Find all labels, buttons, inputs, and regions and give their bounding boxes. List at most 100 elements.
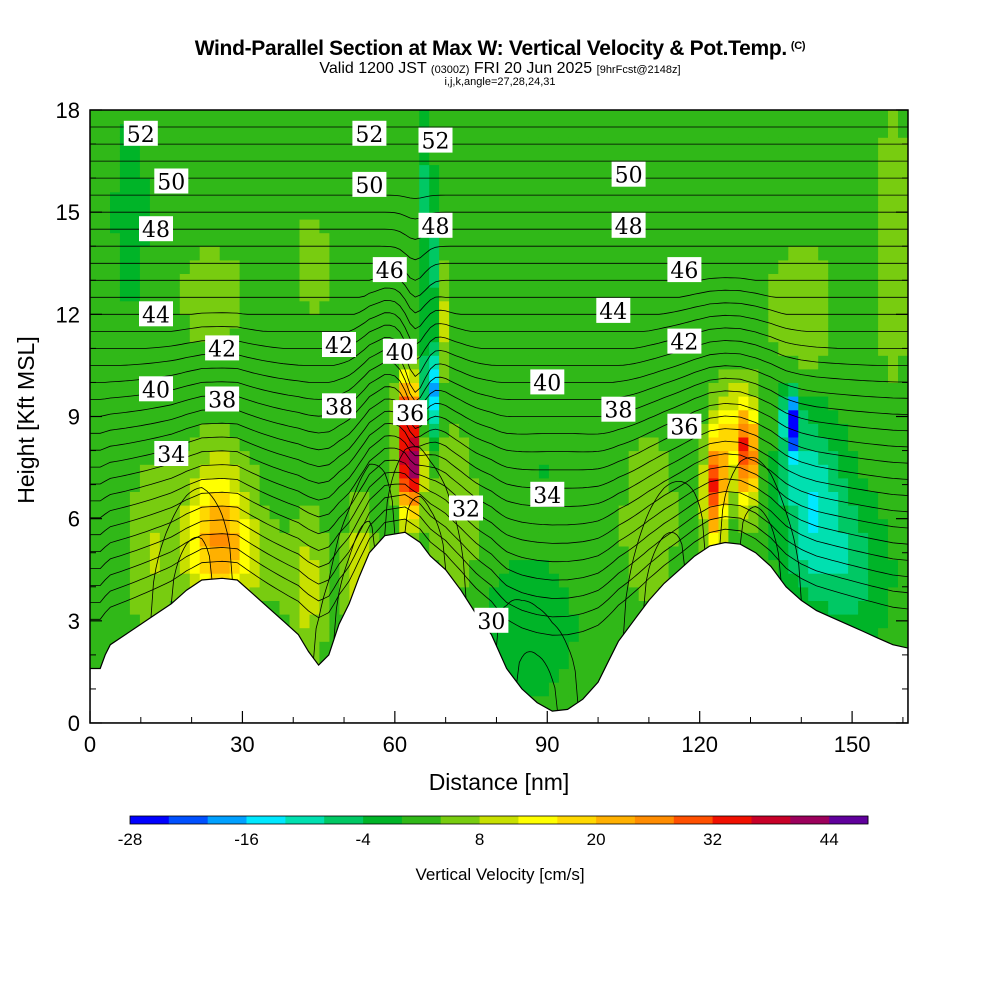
w-cell: [788, 314, 799, 329]
w-cell: [169, 409, 181, 424]
w-cell: [249, 491, 261, 506]
w-cell: [219, 423, 231, 438]
w-cell: [578, 573, 590, 588]
w-cell: [349, 232, 360, 247]
w-cell: [838, 259, 849, 274]
w-cell: [90, 654, 101, 670]
w-cell: [149, 532, 161, 547]
w-cell: [110, 259, 121, 274]
w-cell: [110, 382, 121, 397]
w-cell: [429, 396, 440, 411]
w-cell: [598, 641, 610, 656]
w-cell: [439, 164, 450, 179]
w-cell: [389, 164, 400, 179]
w-cell: [598, 328, 610, 343]
w-cell: [189, 450, 201, 465]
w-cell: [548, 668, 560, 683]
w-cell: [808, 600, 819, 615]
w-cell: [778, 246, 789, 261]
contour-label-40: 40: [382, 338, 417, 366]
w-cell: [209, 191, 221, 206]
w-cell: [199, 191, 211, 206]
w-cell: [718, 368, 730, 383]
w-cell: [299, 178, 311, 193]
w-cell: [578, 110, 590, 125]
w-cell: [100, 409, 111, 424]
w-cell: [289, 232, 301, 247]
w-cell: [838, 614, 849, 629]
w-cell: [239, 178, 251, 193]
w-cell: [868, 396, 879, 411]
w-cell: [159, 355, 171, 370]
w-cell: [379, 232, 390, 247]
w-cell: [339, 314, 350, 329]
w-cell: [309, 150, 321, 166]
w-cell: [568, 614, 580, 629]
w-cell: [379, 423, 390, 438]
w-cell: [638, 559, 650, 574]
w-cell: [838, 491, 849, 506]
w-cell: [768, 287, 779, 302]
w-cell: [339, 491, 350, 506]
w-cell: [548, 641, 560, 656]
w-cell: [249, 505, 261, 520]
w-cell: [598, 600, 610, 615]
w-cell: [469, 586, 480, 601]
w-cell: [868, 464, 879, 479]
w-cell: [818, 545, 829, 561]
x-axis-label: Distance [nm]: [429, 769, 570, 795]
w-cell: [279, 246, 291, 261]
w-cell: [359, 545, 370, 561]
w-cell: [858, 368, 869, 383]
w-cell: [479, 450, 490, 465]
w-cell: [419, 150, 430, 166]
w-cell: [189, 150, 201, 166]
w-cell: [229, 246, 241, 261]
w-cell: [479, 123, 490, 138]
w-cell: [489, 355, 500, 370]
w-cell: [509, 545, 520, 561]
w-cell: [379, 368, 390, 383]
w-cell: [359, 300, 370, 315]
w-cell: [888, 355, 899, 370]
w-cell: [748, 464, 759, 479]
w-cell: [339, 246, 350, 261]
w-cell: [538, 259, 550, 274]
w-cell: [269, 123, 281, 138]
w-cell: [708, 450, 720, 465]
w-cell: [439, 450, 450, 465]
contour-label-text: 50: [355, 174, 383, 199]
w-cell: [608, 259, 620, 274]
w-cell: [638, 328, 650, 343]
w-cell: [219, 164, 231, 179]
w-cell: [459, 464, 470, 479]
w-cell: [449, 178, 460, 193]
contour-label-36: 36: [667, 413, 702, 441]
w-cell: [768, 355, 779, 370]
w-cell: [189, 368, 201, 383]
w-cell: [728, 450, 739, 465]
w-cell: [788, 559, 799, 574]
w-cell: [479, 600, 490, 615]
w-cell: [638, 246, 650, 261]
w-cell: [568, 300, 580, 315]
w-cell: [399, 423, 410, 438]
w-cell: [179, 150, 191, 166]
w-cell: [309, 178, 321, 193]
w-cell: [828, 396, 839, 411]
w-cell: [169, 491, 181, 506]
w-cell: [219, 355, 231, 370]
w-cell: [758, 532, 769, 547]
w-cell: [778, 559, 789, 574]
w-cell: [379, 491, 390, 506]
contour-label-text: 48: [142, 218, 170, 243]
w-cell: [219, 110, 231, 125]
w-cell: [848, 396, 859, 411]
w-cell: [808, 300, 819, 315]
w-cell: [299, 355, 311, 370]
w-cell: [888, 505, 899, 520]
w-cell: [578, 123, 590, 138]
w-cell: [219, 477, 231, 492]
